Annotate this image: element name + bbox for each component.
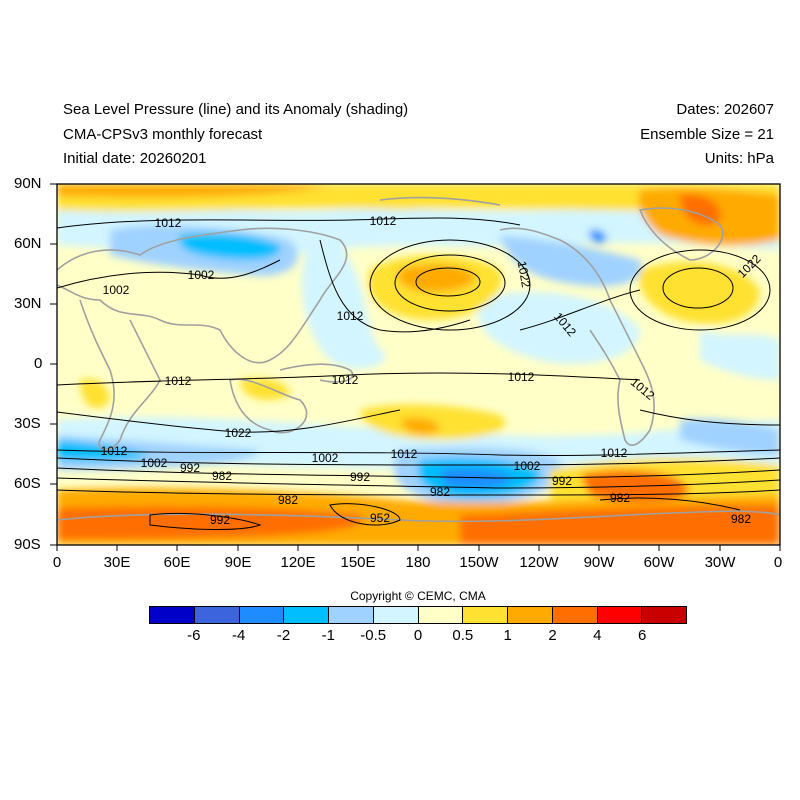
lat-label: 30N xyxy=(14,295,42,312)
lon-label: 60W xyxy=(643,554,675,571)
contour-label: 1012 xyxy=(165,374,192,388)
contour-label: 992 xyxy=(210,513,230,527)
contour-label: 982 xyxy=(212,469,232,483)
colorbar-label: 0.5 xyxy=(452,627,474,644)
contour-label: 1012 xyxy=(101,444,128,458)
colorbar-swatch xyxy=(194,607,240,623)
colorbar-label: 1 xyxy=(503,627,512,644)
lat-label: 90S xyxy=(14,536,41,553)
colorbar-swatch xyxy=(284,607,329,623)
map-title: Sea Level Pressure (line) and its Anomal… xyxy=(63,101,409,118)
contour-label: 982 xyxy=(610,491,630,505)
contour-label: 1012 xyxy=(337,309,364,323)
axis-ticks xyxy=(50,183,781,551)
colorbar-label: -4 xyxy=(231,627,246,644)
lon-label: 150W xyxy=(459,554,499,571)
colorbar xyxy=(149,606,687,624)
lon-label: 0 xyxy=(52,554,62,571)
contour-label: 992 xyxy=(180,461,200,475)
colorbar-swatch xyxy=(463,607,508,623)
lat-label: 30S xyxy=(14,415,41,432)
contour-label: 992 xyxy=(350,470,370,484)
contour-label: 1012 xyxy=(508,370,535,384)
colorbar-swatch xyxy=(329,607,374,623)
copyright-notice: Copyright © CEMC, CMA xyxy=(350,589,486,603)
contour-label: 982 xyxy=(278,493,298,507)
colorbar-swatch xyxy=(642,607,686,623)
contour-label: 1002 xyxy=(141,456,168,470)
contour-label: 1002 xyxy=(514,459,541,473)
lat-label: 0 xyxy=(34,355,43,372)
contour-label: 982 xyxy=(731,512,751,526)
lon-label: 60E xyxy=(163,554,191,571)
lon-label: 120E xyxy=(280,554,316,571)
lon-label: 0 xyxy=(773,554,783,571)
lon-label: 30W xyxy=(704,554,736,571)
units-label: Units: hPa xyxy=(704,150,774,167)
contour-label: 1012 xyxy=(391,447,418,461)
coastlines xyxy=(57,196,780,523)
colorbar-swatch xyxy=(239,607,285,623)
lat-label: 60N xyxy=(14,235,42,252)
contour-label: 1012 xyxy=(332,373,359,387)
forecast-dates: Dates: 202607 xyxy=(676,101,774,118)
lon-label: 150E xyxy=(340,554,376,571)
colorbar-label: -0.5 xyxy=(360,627,387,644)
lon-label: 90E xyxy=(224,554,252,571)
contour-label: 1002 xyxy=(103,283,130,297)
contour-label: 1012 xyxy=(370,214,397,228)
contour-label: 1002 xyxy=(312,451,339,465)
contour-label: 1012 xyxy=(601,446,628,460)
colorbar-swatch xyxy=(418,607,464,623)
ensemble-size: Ensemble Size = 21 xyxy=(640,126,774,143)
initial-date: Initial date: 20260201 xyxy=(63,150,207,167)
contour-label: 952 xyxy=(370,511,390,525)
colorbar-swatch xyxy=(508,607,553,623)
colorbar-label: -2 xyxy=(276,627,291,644)
lat-label: 90N xyxy=(14,175,42,192)
colorbar-swatch xyxy=(373,607,419,623)
pressure-contours xyxy=(57,217,780,531)
colorbar-label: 4 xyxy=(593,627,602,644)
colorbar-label: 2 xyxy=(548,627,557,644)
lon-label: 90W xyxy=(583,554,615,571)
colorbar-swatch xyxy=(552,607,598,623)
contour-label: 982 xyxy=(430,485,450,499)
contour-label: 992 xyxy=(552,474,572,488)
contour-label: 1002 xyxy=(188,268,215,282)
contour-label: 1022 xyxy=(515,260,533,289)
contour-label: 1012 xyxy=(155,216,182,230)
colorbar-label: 6 xyxy=(637,627,647,644)
colorbar-swatch xyxy=(597,607,643,623)
lon-label: 180 xyxy=(405,554,431,571)
lon-label: 120W xyxy=(519,554,559,571)
colorbar-label: -1 xyxy=(321,627,335,644)
contour-label: 1022 xyxy=(225,426,252,440)
colorbar-swatch xyxy=(150,607,195,623)
model-name: CMA-CPSv3 monthly forecast xyxy=(63,126,263,143)
lon-label: 30E xyxy=(103,554,131,571)
lat-label: 60S xyxy=(14,475,41,492)
colorbar-label: -6 xyxy=(187,627,201,644)
colorbar-label: 0 xyxy=(413,627,423,644)
